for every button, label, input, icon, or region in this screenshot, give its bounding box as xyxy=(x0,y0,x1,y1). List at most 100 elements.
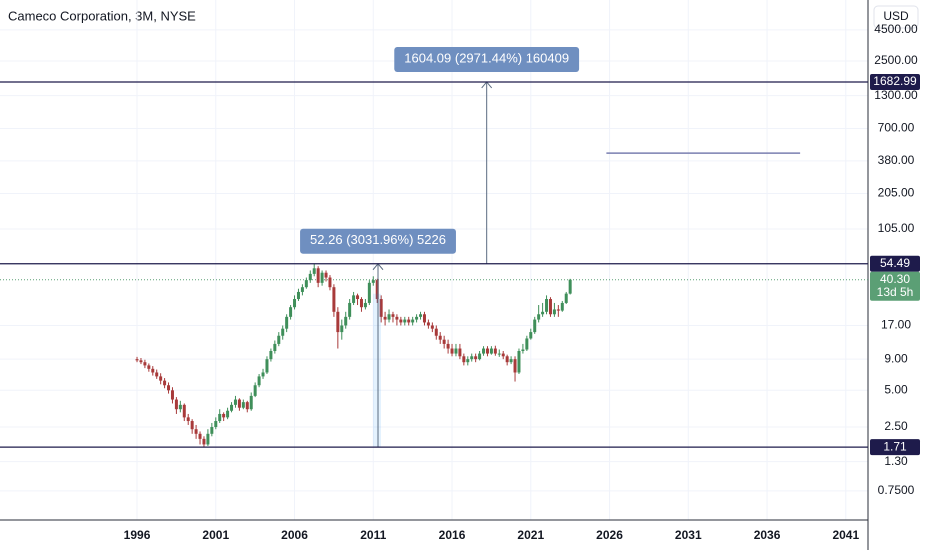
candle-body xyxy=(517,350,521,373)
x-tick-label: 2036 xyxy=(754,528,781,542)
candle-body xyxy=(230,404,234,411)
level-label: 1682.99 xyxy=(873,74,917,88)
candle-body xyxy=(139,360,143,363)
candle-body xyxy=(296,291,300,300)
y-tick-label: 17.00 xyxy=(881,318,911,332)
y-tick-label: 380.00 xyxy=(878,153,915,167)
candle-body xyxy=(277,335,281,344)
candle-body xyxy=(312,268,316,274)
candle-body xyxy=(552,309,556,315)
candle-body xyxy=(135,359,139,361)
measure-label: 52.26 (3031.96%) 5226 xyxy=(310,232,446,247)
y-tick-label: 4500.00 xyxy=(874,22,918,36)
candle-body xyxy=(529,332,533,339)
chart-title: Cameco Corporation, 3M, NYSE xyxy=(8,8,196,23)
y-tick-label: 1300.00 xyxy=(874,88,918,102)
candle-body xyxy=(497,353,501,355)
candle-body xyxy=(253,385,257,396)
candle-body xyxy=(403,319,407,323)
last-price-tag xyxy=(870,271,920,301)
candle-body xyxy=(237,399,241,408)
x-tick-label: 2001 xyxy=(202,528,229,542)
candle-body xyxy=(304,280,308,288)
candle-body xyxy=(556,309,560,311)
y-tick-label: 700.00 xyxy=(878,121,915,135)
candle-body xyxy=(167,385,171,391)
candle-body xyxy=(422,314,426,323)
candle-body xyxy=(442,339,446,344)
y-tick-label: 205.00 xyxy=(878,186,915,200)
candle-body xyxy=(222,413,226,418)
level-tag xyxy=(870,73,920,90)
candle-body xyxy=(375,280,379,300)
candle-body xyxy=(285,316,289,329)
candle-body xyxy=(348,302,352,317)
candle-body xyxy=(505,356,509,363)
candle-body xyxy=(174,399,178,410)
candle-body xyxy=(159,376,163,381)
candle-body xyxy=(450,348,454,354)
candle-body xyxy=(525,338,529,350)
candle-body xyxy=(434,328,438,336)
candle-body xyxy=(182,404,186,418)
candle-body xyxy=(143,362,147,366)
candle-body xyxy=(438,335,442,340)
candle-body xyxy=(367,282,371,303)
candle-body xyxy=(245,402,249,410)
candle-body xyxy=(478,353,482,360)
candle-body xyxy=(493,348,497,354)
candle-body xyxy=(458,348,462,357)
x-tick-label: 2031 xyxy=(675,528,702,542)
candle-body xyxy=(155,372,159,377)
currency-button[interactable] xyxy=(873,5,919,29)
x-tick-label: 1996 xyxy=(124,528,151,542)
candle-body xyxy=(395,316,399,320)
candle-body xyxy=(399,319,403,323)
level-tag xyxy=(870,439,920,456)
candle-body xyxy=(407,319,411,323)
candle-body xyxy=(273,343,277,351)
measure-shade xyxy=(373,293,382,448)
candle-body xyxy=(564,293,568,303)
candle-body xyxy=(324,272,328,278)
candle-body xyxy=(371,280,375,283)
candle-body xyxy=(289,307,293,317)
level-label: 54.49 xyxy=(880,256,910,270)
y-tick-label: 1.30 xyxy=(884,454,908,468)
candle-body xyxy=(537,314,541,320)
candle-body xyxy=(249,395,253,410)
candle-body xyxy=(265,359,269,373)
candle-body xyxy=(470,356,474,360)
candle-body xyxy=(186,417,190,422)
candle-body xyxy=(151,368,155,373)
candle-body xyxy=(241,402,245,408)
candle-body xyxy=(336,311,340,333)
candle-body xyxy=(233,399,237,405)
candle-body xyxy=(320,272,324,283)
candle-body xyxy=(170,390,174,400)
y-tick-label: 0.7500 xyxy=(878,483,915,497)
candle-body xyxy=(533,319,537,333)
candle-body xyxy=(328,277,332,288)
candle-body xyxy=(352,295,356,303)
candle-body xyxy=(356,295,360,300)
candle-body xyxy=(218,413,222,422)
candle-body xyxy=(430,325,434,329)
candle-body xyxy=(281,328,285,336)
candle-body xyxy=(446,343,450,349)
candle-body xyxy=(257,376,261,386)
x-tick-label: 2016 xyxy=(439,528,466,542)
candle-body xyxy=(482,348,486,354)
candle-body xyxy=(198,433,202,439)
y-tick-label: 105.00 xyxy=(878,221,915,235)
candle-body xyxy=(383,316,387,320)
candle-body xyxy=(545,299,549,312)
candle-body xyxy=(521,349,525,351)
currency[interactable]: USD xyxy=(883,9,909,23)
candle-body xyxy=(194,429,198,434)
candle-body xyxy=(178,404,182,410)
y-tick-label: 9.00 xyxy=(884,351,908,365)
candle-body xyxy=(363,302,367,308)
candle-body xyxy=(548,299,552,315)
